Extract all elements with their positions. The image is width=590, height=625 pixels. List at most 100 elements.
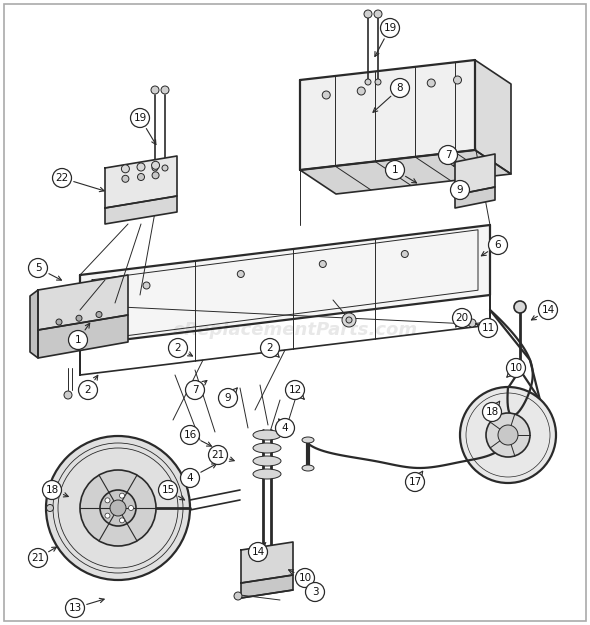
Circle shape — [47, 504, 54, 511]
Text: 10: 10 — [509, 363, 523, 373]
Text: 21: 21 — [31, 553, 45, 563]
Ellipse shape — [302, 437, 314, 443]
Circle shape — [261, 339, 280, 357]
Circle shape — [159, 481, 178, 499]
Circle shape — [56, 319, 62, 325]
Text: 14: 14 — [251, 547, 265, 557]
Circle shape — [161, 86, 169, 94]
Circle shape — [96, 311, 102, 318]
Polygon shape — [300, 60, 475, 170]
Circle shape — [319, 261, 326, 268]
Polygon shape — [80, 225, 490, 345]
Circle shape — [78, 381, 97, 399]
Text: 9: 9 — [225, 393, 231, 403]
Circle shape — [346, 317, 352, 323]
Text: 6: 6 — [494, 240, 501, 250]
FancyBboxPatch shape — [4, 4, 586, 621]
Circle shape — [122, 165, 129, 172]
Circle shape — [234, 592, 242, 600]
Circle shape — [460, 387, 556, 483]
Text: 16: 16 — [183, 430, 196, 440]
Circle shape — [28, 259, 48, 278]
Text: 4: 4 — [186, 473, 194, 483]
Circle shape — [514, 301, 526, 313]
Text: 10: 10 — [299, 573, 312, 583]
Circle shape — [122, 175, 129, 182]
Circle shape — [137, 163, 145, 171]
Text: 8: 8 — [396, 83, 404, 93]
Circle shape — [181, 469, 199, 488]
Circle shape — [80, 470, 156, 546]
Text: 4: 4 — [281, 423, 289, 433]
Text: 13: 13 — [68, 603, 81, 613]
Polygon shape — [105, 196, 177, 224]
Circle shape — [483, 402, 501, 421]
Circle shape — [405, 472, 424, 491]
Circle shape — [365, 79, 371, 85]
Circle shape — [506, 359, 526, 378]
Circle shape — [152, 165, 158, 171]
Circle shape — [322, 91, 330, 99]
Circle shape — [185, 381, 205, 399]
Circle shape — [358, 87, 365, 95]
Circle shape — [539, 301, 558, 319]
Text: 1: 1 — [75, 335, 81, 345]
Polygon shape — [38, 315, 128, 358]
Ellipse shape — [253, 469, 281, 479]
Circle shape — [486, 413, 530, 457]
Text: 20: 20 — [455, 313, 468, 323]
Circle shape — [151, 86, 159, 94]
Text: 2: 2 — [267, 343, 273, 353]
Circle shape — [152, 161, 159, 169]
Circle shape — [276, 419, 294, 437]
Ellipse shape — [253, 456, 281, 466]
Circle shape — [427, 79, 435, 87]
Circle shape — [375, 79, 381, 85]
Ellipse shape — [253, 443, 281, 453]
Ellipse shape — [253, 430, 281, 440]
Text: 14: 14 — [542, 305, 555, 315]
Circle shape — [296, 569, 314, 588]
Circle shape — [152, 172, 159, 179]
Text: 19: 19 — [133, 113, 147, 123]
Circle shape — [451, 181, 470, 199]
Circle shape — [498, 425, 518, 445]
Polygon shape — [455, 187, 495, 208]
Text: 9: 9 — [457, 185, 463, 195]
Circle shape — [306, 582, 324, 601]
Text: 2: 2 — [175, 343, 181, 353]
Text: 22: 22 — [55, 173, 68, 183]
Circle shape — [218, 389, 238, 408]
Text: 7: 7 — [445, 150, 451, 160]
Circle shape — [342, 313, 356, 327]
Circle shape — [381, 19, 399, 38]
Circle shape — [392, 83, 400, 91]
Text: 18: 18 — [486, 407, 499, 417]
Circle shape — [162, 165, 168, 171]
Text: 3: 3 — [312, 587, 319, 597]
Circle shape — [143, 282, 150, 289]
Circle shape — [364, 10, 372, 18]
Text: 21: 21 — [211, 450, 225, 460]
Polygon shape — [300, 150, 511, 194]
Circle shape — [137, 174, 145, 181]
Text: 7: 7 — [192, 385, 198, 395]
Text: 2: 2 — [85, 385, 91, 395]
Circle shape — [68, 331, 87, 349]
Circle shape — [438, 146, 457, 164]
Circle shape — [391, 79, 409, 98]
Circle shape — [28, 549, 48, 568]
Circle shape — [65, 599, 84, 618]
Circle shape — [105, 513, 110, 518]
Polygon shape — [30, 290, 38, 358]
Circle shape — [478, 319, 497, 338]
Text: 5: 5 — [35, 263, 41, 273]
Ellipse shape — [302, 465, 314, 471]
Circle shape — [286, 381, 304, 399]
Circle shape — [237, 271, 244, 278]
Circle shape — [130, 109, 149, 127]
Circle shape — [169, 339, 188, 357]
Text: 11: 11 — [481, 323, 494, 333]
Text: 17: 17 — [408, 477, 422, 487]
Circle shape — [208, 446, 228, 464]
